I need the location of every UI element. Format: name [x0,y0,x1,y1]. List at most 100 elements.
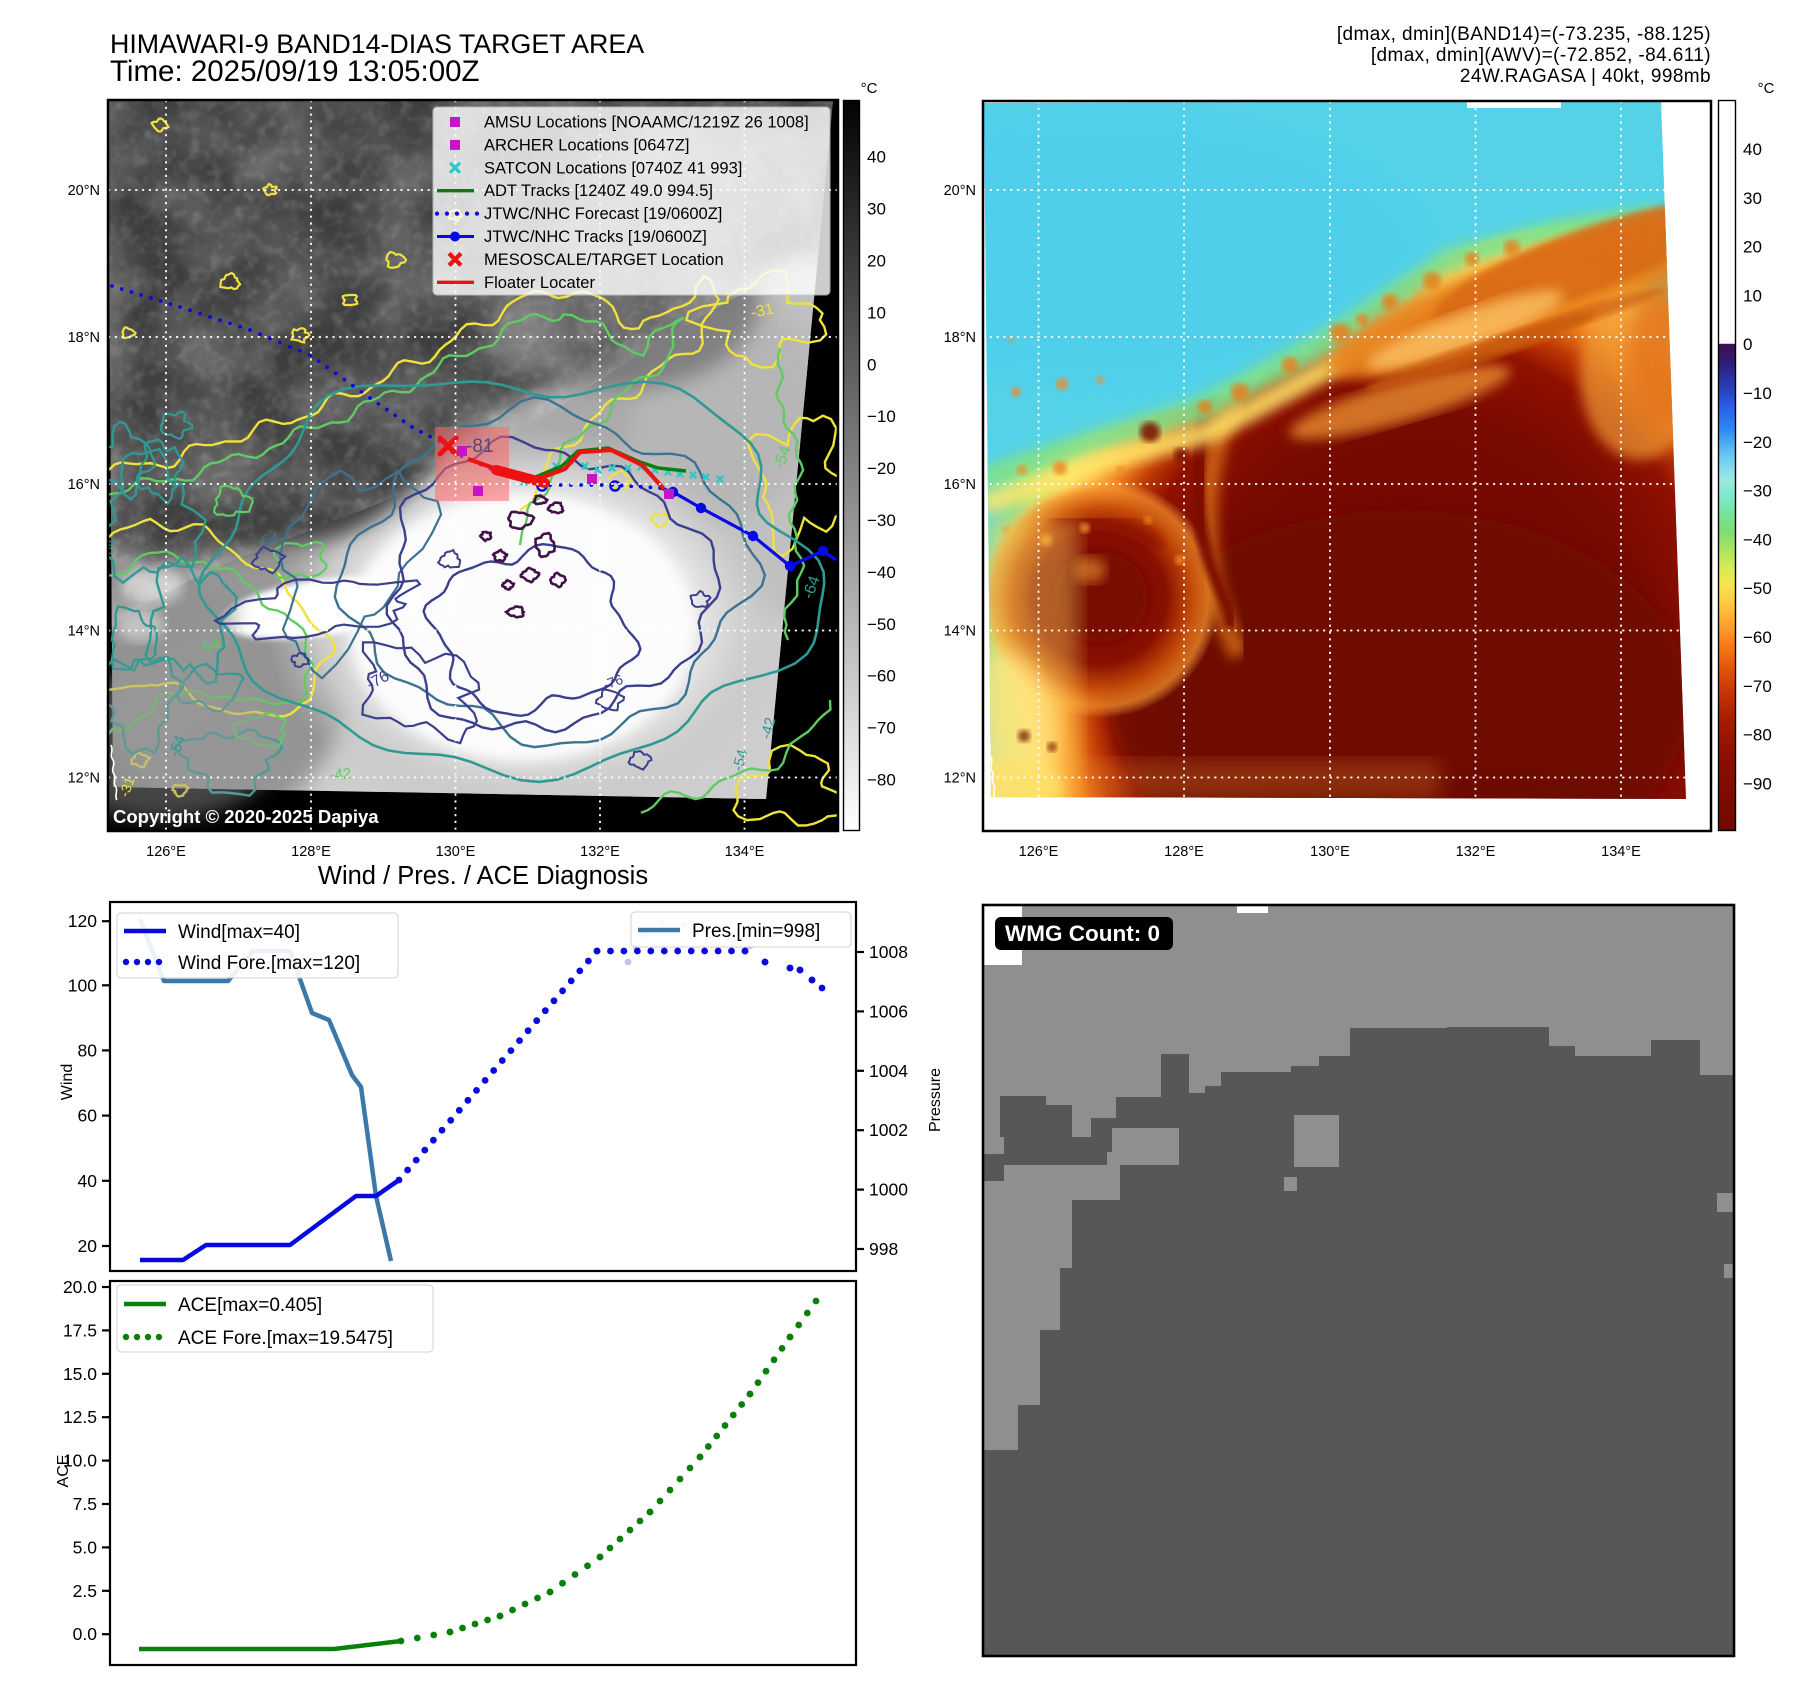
svg-text:−50: −50 [867,615,896,634]
svg-text:-64: -64 [800,574,824,602]
svg-text:80: 80 [78,1040,98,1060]
svg-text:−60: −60 [1743,628,1772,647]
svg-text:2.5: 2.5 [73,1581,97,1601]
svg-text:−40: −40 [867,563,896,582]
svg-text:MESOSCALE/TARGET Location: MESOSCALE/TARGET Location [484,251,724,269]
svg-text:-81: -81 [466,436,493,457]
svg-text:Wind[max=40]: Wind[max=40] [178,922,300,943]
svg-text:130°E: 130°E [1310,844,1350,860]
svg-text:12°N: 12°N [944,771,976,787]
svg-text:ARCHER Locations [0647Z]: ARCHER Locations [0647Z] [484,136,689,154]
svg-text:-64: -64 [255,529,282,551]
svg-text:°C: °C [861,80,878,97]
svg-text:Copyright © 2020-2025 Dapiya: Copyright © 2020-2025 Dapiya [113,806,379,827]
svg-text:12°N: 12°N [68,771,100,787]
svg-text:1002: 1002 [869,1120,908,1140]
svg-text:-42: -42 [757,716,779,741]
svg-text:1000: 1000 [869,1180,908,1200]
svg-text:5.0: 5.0 [73,1537,98,1557]
svg-text:[dmax, dmin](AWV)=(-72.852, -8: [dmax, dmin](AWV)=(-72.852, -84.611) [1371,45,1711,66]
svg-text:130°E: 130°E [436,844,476,860]
svg-text:128°E: 128°E [1164,844,1204,860]
svg-text:24W.RAGASA | 40kt, 998mb: 24W.RAGASA | 40kt, 998mb [1460,66,1711,87]
svg-text:ACE[max=0.405]: ACE[max=0.405] [178,1295,322,1316]
svg-text:40: 40 [78,1171,98,1191]
svg-text:14°N: 14°N [68,624,100,640]
svg-text:16°N: 16°N [944,477,976,493]
svg-text:−30: −30 [867,511,896,530]
svg-text:°C: °C [1758,80,1775,97]
svg-text:134°E: 134°E [725,844,765,860]
svg-text:-31: -31 [749,300,775,321]
svg-text:-31: -31 [116,774,138,799]
svg-text:Pres.[min=998]: Pres.[min=998] [692,921,820,942]
svg-text:128°E: 128°E [291,844,331,860]
svg-text:1004: 1004 [869,1061,908,1081]
svg-text:AMSU Locations [NOAAMC/1219Z 2: AMSU Locations [NOAAMC/1219Z 26 1008] [484,114,809,132]
svg-text:20: 20 [1743,238,1762,257]
svg-text:−70: −70 [867,719,896,738]
svg-text:0: 0 [1743,335,1752,354]
svg-text:132°E: 132°E [1456,844,1496,860]
svg-text:0.0: 0.0 [73,1624,98,1644]
svg-text:-54: -54 [196,635,224,659]
svg-text:16°N: 16°N [68,477,100,493]
svg-text:60: 60 [78,1106,98,1126]
svg-text:20: 20 [867,252,886,271]
svg-text:−60: −60 [867,667,896,686]
svg-text:18°N: 18°N [944,330,976,346]
svg-text:[dmax, dmin](BAND14)=(-73.235,: [dmax, dmin](BAND14)=(-73.235, -88.125) [1337,24,1711,45]
svg-text:−20: −20 [867,459,896,478]
svg-text:-54: -54 [771,444,795,472]
svg-text:20: 20 [78,1236,98,1256]
svg-text:JTWC/NHC Forecast [19/0600Z]: JTWC/NHC Forecast [19/0600Z] [484,205,722,223]
svg-text:JTWC/NHC Tracks [19/0600Z]: JTWC/NHC Tracks [19/0600Z] [484,228,707,246]
svg-text:10: 10 [867,303,886,322]
svg-text:−70: −70 [1743,677,1772,696]
svg-text:Wind Fore.[max=120]: Wind Fore.[max=120] [178,953,360,974]
svg-text:20°N: 20°N [68,183,100,199]
svg-text:126°E: 126°E [146,844,186,860]
svg-text:14°N: 14°N [944,624,976,640]
svg-text:−80: −80 [867,771,896,790]
svg-text:ADT Tracks [1240Z 49.0 994.5]: ADT Tracks [1240Z 49.0 994.5] [484,182,713,200]
svg-text:SATCON Locations [0740Z 41 993: SATCON Locations [0740Z 41 993] [484,159,742,177]
svg-text:−90: −90 [1743,774,1772,793]
svg-text:0: 0 [867,355,876,374]
svg-text:Time: 2025/09/19 13:05:00Z: Time: 2025/09/19 13:05:00Z [110,55,480,88]
svg-text:40: 40 [1743,140,1762,159]
svg-text:-64: -64 [99,538,118,561]
svg-text:120: 120 [68,911,97,931]
svg-text:ACE: ACE [55,1455,72,1488]
svg-text:20.0: 20.0 [63,1277,97,1297]
svg-text:40: 40 [867,148,886,167]
svg-text:126°E: 126°E [1019,844,1059,860]
svg-text:15.0: 15.0 [63,1364,97,1384]
svg-text:−40: −40 [1743,530,1772,549]
svg-text:100: 100 [68,975,97,995]
svg-text:−80: −80 [1743,726,1772,745]
svg-text:1008: 1008 [869,942,908,962]
svg-text:20°N: 20°N [944,183,976,199]
svg-text:1006: 1006 [869,1001,908,1021]
svg-text:−10: −10 [1743,384,1772,403]
svg-text:10: 10 [1743,286,1762,305]
svg-text:7.5: 7.5 [73,1494,97,1514]
svg-text:10.0: 10.0 [63,1451,97,1471]
svg-text:Floater Locater: Floater Locater [484,274,595,292]
svg-text:18°N: 18°N [68,330,100,346]
svg-text:30: 30 [867,200,886,219]
svg-text:-42: -42 [329,765,352,784]
svg-text:HIMAWARI-9 BAND14-DIAS TARGET: HIMAWARI-9 BAND14-DIAS TARGET AREA [110,29,644,59]
svg-text:−30: −30 [1743,482,1772,501]
svg-text:30: 30 [1743,189,1762,208]
svg-text:12.5: 12.5 [63,1407,97,1427]
svg-text:-54: -54 [729,748,751,773]
svg-text:−50: −50 [1743,579,1772,598]
svg-text:998: 998 [869,1239,898,1259]
svg-text:−20: −20 [1743,433,1772,452]
svg-text:−10: −10 [867,407,896,426]
svg-text:Wind / Pres. / ACE Diagnosis: Wind / Pres. / ACE Diagnosis [318,862,648,890]
svg-text:134°E: 134°E [1601,844,1641,860]
svg-text:Wind: Wind [59,1064,76,1100]
